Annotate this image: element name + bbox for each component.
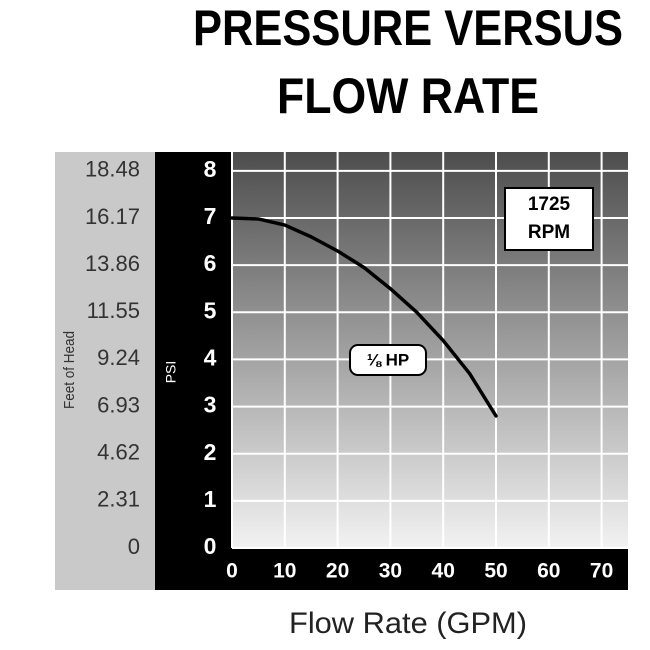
x-tick-label: 50 bbox=[484, 560, 507, 583]
y2-tick-label: 13.86 bbox=[85, 251, 140, 276]
y2-panel bbox=[55, 152, 155, 590]
y-tick-label: 0 bbox=[204, 533, 217, 559]
y-tick-label: 6 bbox=[204, 250, 217, 276]
annotation: RPM bbox=[528, 222, 570, 243]
x-tick-label: 60 bbox=[537, 560, 560, 583]
x-tick-label: 0 bbox=[226, 560, 238, 583]
x-tick-label: 20 bbox=[326, 560, 349, 583]
annotation: 1725 bbox=[528, 194, 571, 215]
y2-tick-label: 18.48 bbox=[85, 157, 140, 182]
y2-tick-label: 11.55 bbox=[87, 298, 140, 323]
y-tick-label: 7 bbox=[204, 203, 217, 229]
y2-tick-label: 0 bbox=[128, 534, 140, 559]
y2-tick-label: 4.62 bbox=[97, 440, 140, 465]
y2-tick-label: 9.24 bbox=[97, 345, 140, 370]
y-tick-label: 2 bbox=[204, 439, 217, 465]
x-panel bbox=[232, 548, 628, 590]
series-label-box bbox=[349, 344, 427, 376]
y2-tick-label: 16.17 bbox=[85, 204, 140, 229]
y2-axis-title: Feet of Head bbox=[61, 331, 78, 409]
y2-tick-label: 6.93 bbox=[97, 392, 140, 417]
line bbox=[230, 216, 498, 418]
series-label: ⅛ HP bbox=[367, 350, 410, 369]
chart-title: PRESSURE VERSUS bbox=[193, 0, 623, 56]
x-tick-label: 30 bbox=[379, 560, 402, 583]
x-tick-label: 70 bbox=[590, 560, 613, 583]
x-tick-label: 10 bbox=[273, 560, 296, 583]
chart-title: FLOW RATE bbox=[277, 68, 539, 124]
x-tick-label: 40 bbox=[432, 560, 455, 583]
y-tick-label: 3 bbox=[204, 392, 217, 418]
y-tick-label: 1 bbox=[204, 486, 217, 512]
x-axis-title: Flow Rate (GPM) bbox=[289, 607, 527, 640]
annotation-box bbox=[504, 187, 594, 251]
y-axis-title: PSI bbox=[163, 361, 179, 384]
y2-tick-label: 2.31 bbox=[97, 487, 140, 512]
y-tick-label: 5 bbox=[204, 297, 217, 323]
y-tick-label: 4 bbox=[204, 345, 217, 371]
y-tick-label: 8 bbox=[204, 156, 217, 182]
y-panel bbox=[155, 152, 232, 590]
